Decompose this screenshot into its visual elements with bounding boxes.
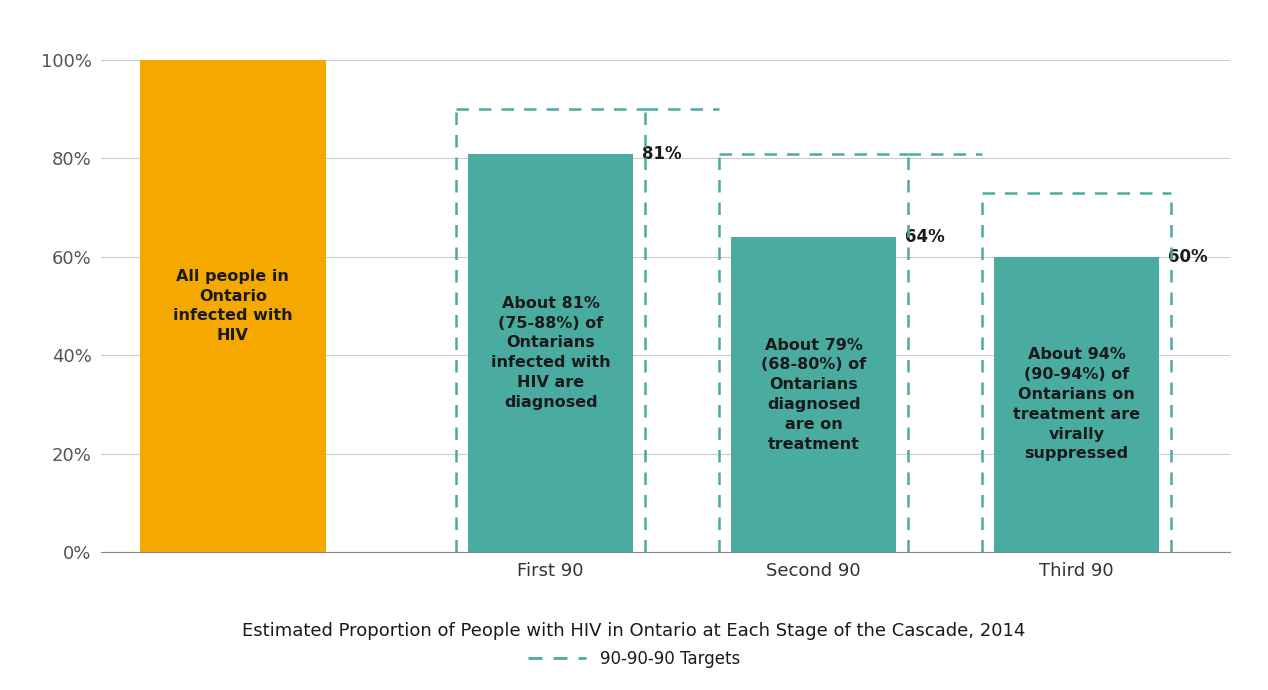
Text: About 79%
(68-80%) of
Ontarians
diagnosed
are on
treatment: About 79% (68-80%) of Ontarians diagnose… <box>761 337 866 451</box>
Text: All people in
Ontario
infected with
HIV: All people in Ontario infected with HIV <box>174 269 293 343</box>
Text: 81%: 81% <box>642 144 681 163</box>
Bar <box>732 237 895 552</box>
Legend: 90-90-90 Targets: 90-90-90 Targets <box>521 644 747 675</box>
Text: 60%: 60% <box>1168 248 1207 266</box>
Text: About 81%
(75-88%) of
Ontarians
infected with
HIV are
diagnosed: About 81% (75-88%) of Ontarians infected… <box>491 296 610 410</box>
Bar <box>468 154 633 552</box>
Text: 64%: 64% <box>904 228 945 246</box>
Bar <box>139 60 326 552</box>
Bar <box>994 257 1159 552</box>
Text: Estimated Proportion of People with HIV in Ontario at Each Stage of the Cascade,: Estimated Proportion of People with HIV … <box>242 622 1026 640</box>
Text: About 94%
(90-94%) of
Ontarians on
treatment are
virally
suppressed: About 94% (90-94%) of Ontarians on treat… <box>1013 348 1140 462</box>
